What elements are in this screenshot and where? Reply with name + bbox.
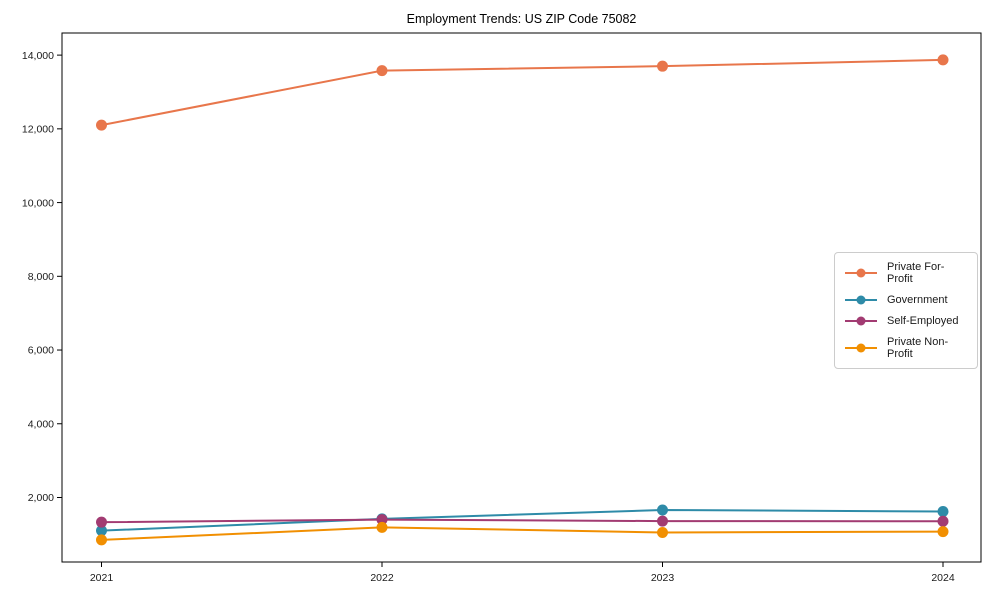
data-point-private-non-profit bbox=[937, 526, 949, 538]
data-point-private-for-profit bbox=[657, 60, 668, 72]
y-tick-label: 8,000 bbox=[28, 271, 54, 283]
data-point-private-non-profit bbox=[96, 534, 107, 546]
y-tick-label: 14,000 bbox=[22, 50, 54, 62]
legend-label: Self-Employed bbox=[887, 315, 959, 327]
data-point-government bbox=[937, 505, 949, 517]
y-tick-label: 10,000 bbox=[22, 197, 54, 209]
legend-marker-self-employed bbox=[845, 316, 877, 326]
y-tick-label: 2,000 bbox=[28, 492, 54, 504]
series-line-private-non-profit bbox=[101, 526, 944, 541]
data-point-self-employed bbox=[376, 514, 388, 526]
x-tick-label: 2021 bbox=[90, 572, 114, 584]
chart-legend: Private For-Profit Government Self-Employe… bbox=[834, 252, 978, 369]
y-tick-label: 12,000 bbox=[22, 124, 54, 136]
data-point-government bbox=[657, 504, 668, 516]
legend-item-private-for-profit: Private For-Profit bbox=[844, 261, 968, 285]
data-point-private-for-profit bbox=[937, 54, 949, 66]
chart-title: Employment Trends: US ZIP Code 75082 bbox=[406, 12, 637, 26]
legend-label: Government bbox=[887, 294, 948, 306]
series-line-self-employed bbox=[101, 518, 944, 524]
data-point-private-non-profit bbox=[376, 521, 388, 533]
y-tick-label: 4,000 bbox=[28, 418, 54, 430]
series-line-private-for-profit bbox=[101, 58, 944, 127]
x-tick-label: 2022 bbox=[370, 572, 394, 584]
x-tick-label: 2023 bbox=[651, 572, 675, 584]
data-point-self-employed bbox=[96, 516, 107, 528]
legend-label: Private Non-Profit bbox=[887, 336, 949, 360]
legend-marker-government bbox=[845, 295, 877, 305]
data-point-private-for-profit bbox=[376, 65, 388, 77]
data-point-self-employed bbox=[657, 515, 668, 527]
data-point-private-for-profit bbox=[96, 119, 107, 131]
legend-marker-private-non-profit bbox=[845, 343, 877, 353]
x-tick-label: 2024 bbox=[931, 572, 955, 584]
legend-item-private-non-profit: Private Non-Profit bbox=[844, 336, 968, 360]
legend-item-self-employed: Self-Employed bbox=[844, 315, 968, 327]
series-line-government bbox=[101, 509, 944, 532]
legend-label: Private For-Profit bbox=[887, 261, 945, 285]
data-point-government bbox=[96, 525, 107, 537]
legend-marker-private-for-profit bbox=[845, 268, 877, 278]
plot-frame bbox=[61, 32, 982, 563]
data-point-private-non-profit bbox=[657, 527, 668, 539]
legend-item-government: Government bbox=[844, 294, 968, 306]
y-tick-label: 6,000 bbox=[28, 345, 54, 357]
data-point-self-employed bbox=[937, 515, 949, 527]
